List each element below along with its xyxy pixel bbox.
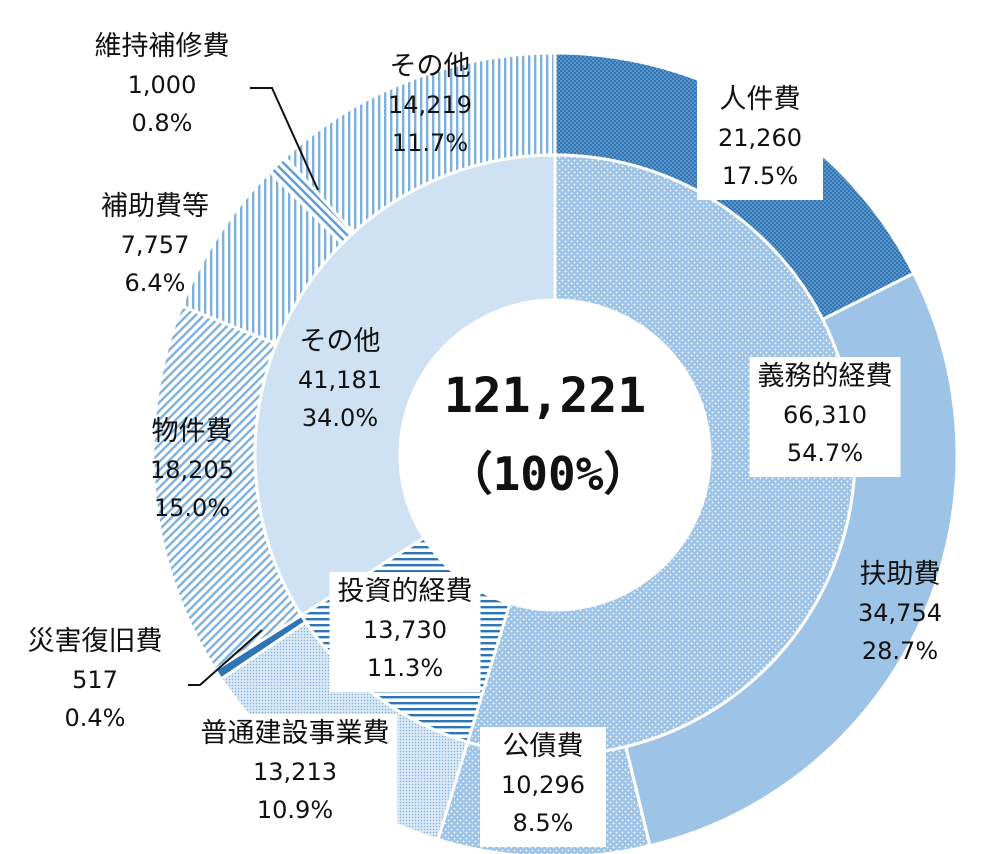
inner-label-3: その他 41,181 34.0% xyxy=(298,326,382,432)
outer-label-9: その他 xyxy=(390,51,471,82)
outer-value-7: 7,757 xyxy=(121,231,190,259)
inner-percent-1: 54.7% xyxy=(787,439,863,467)
outer-value-1: 21,260 xyxy=(718,124,802,152)
total-value: 121,221 xyxy=(444,368,646,424)
outer-percent-2: 28.7% xyxy=(862,637,938,665)
outer-label-6: 物件費 18,205 15.0% xyxy=(150,416,234,522)
inner-label-3: その他 xyxy=(300,326,381,357)
outer-label-3: 公債費 10,296 8.5% xyxy=(480,727,606,847)
outer-percent-9: 11.7% xyxy=(392,129,468,157)
outer-label-1: 人件費 21,260 17.5% xyxy=(697,80,823,200)
outer-label-8: 維持補修費 xyxy=(95,31,230,62)
slice-labels: 義務的経費 66,310 54.7% 投資的経費 13,730 11.3% その他 41,18… xyxy=(28,31,942,847)
outer-percent-6: 15.0% xyxy=(154,494,230,522)
outer-value-4: 13,213 xyxy=(253,758,337,786)
outer-value-6: 18,205 xyxy=(150,456,234,484)
inner-percent-3: 34.0% xyxy=(302,404,378,432)
leader-line-maintenance xyxy=(250,87,319,191)
inner-slice-3 xyxy=(253,153,557,618)
inner-label-1: 義務的経費 66,310 54.7% xyxy=(749,357,901,477)
outer-label-6: 物件費 xyxy=(152,416,233,447)
outer-percent-8: 0.8% xyxy=(132,109,193,137)
outer-label-bg-1 xyxy=(697,80,823,200)
outer-label-4: 普通建設事業費 xyxy=(201,718,390,749)
inner-percent-2: 11.3% xyxy=(367,654,443,682)
leader-line-disaster xyxy=(188,629,263,686)
outer-value-3: 10,296 xyxy=(501,771,585,799)
outer-label-7: 補助費等 xyxy=(101,191,209,222)
outer-label-1: 人件費 xyxy=(720,84,801,115)
outer-percent-7: 6.4% xyxy=(125,269,186,297)
outer-label-8: 維持補修費 1,000 0.8% xyxy=(95,31,230,137)
outer-label-7: 補助費等 7,757 6.4% xyxy=(101,191,209,297)
inner-label-2: 投資的経費 xyxy=(338,576,473,607)
outer-percent-1: 17.5% xyxy=(722,162,798,190)
outer-label-9: その他 14,219 11.7% xyxy=(388,51,472,157)
outer-label-2: 扶助費 34,754 28.7% xyxy=(858,559,942,665)
outer-label-2: 扶助費 xyxy=(860,559,941,590)
outer-label-4: 普通建設事業費 13,213 10.9% xyxy=(192,714,398,834)
inner-label-1: 義務的経費 xyxy=(758,361,893,392)
inner-value-2: 13,730 xyxy=(363,616,447,644)
outer-value-5: 517 xyxy=(72,666,118,694)
total-percent: （100%） xyxy=(447,447,650,501)
outer-value-2: 34,754 xyxy=(858,599,942,627)
outer-label-bg-4 xyxy=(192,714,398,834)
inner-label-bg-1 xyxy=(749,357,901,477)
inner-value-1: 66,310 xyxy=(783,401,867,429)
inner-value-3: 41,181 xyxy=(298,366,382,394)
inner-label-2: 投資的経費 13,730 11.3% xyxy=(329,572,481,692)
center-total: 121,221 （100%） xyxy=(444,368,650,501)
outer-percent-5: 0.4% xyxy=(65,704,126,732)
outer-percent-3: 8.5% xyxy=(513,809,574,837)
outer-value-9: 14,219 xyxy=(388,91,472,119)
leader-lines xyxy=(188,87,319,686)
outer-percent-4: 10.9% xyxy=(257,796,333,824)
outer-value-8: 1,000 xyxy=(128,71,197,99)
inner-label-bg-2 xyxy=(329,572,481,692)
outer-label-5: 災害復旧費 517 0.4% xyxy=(28,626,163,732)
outer-label-5: 災害復旧費 xyxy=(28,626,163,657)
outer-label-bg-3 xyxy=(480,727,606,847)
outer-label-3: 公債費 xyxy=(503,731,584,762)
